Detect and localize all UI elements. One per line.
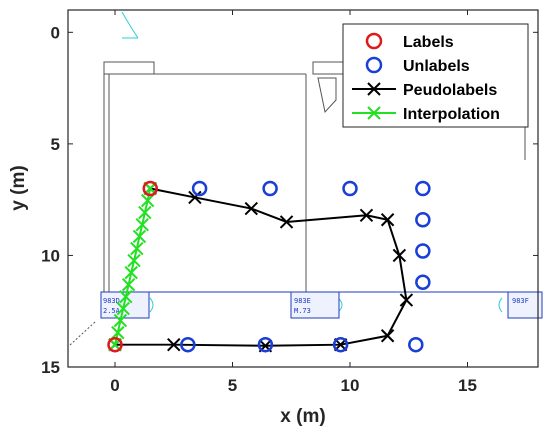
door-arc [149,297,154,313]
data-point-marker [332,336,349,353]
legend: Labels Unlabels Peudolabels Interpolation [342,23,529,128]
x-axis-label: x (m) [280,406,325,427]
data-point-marker [380,329,395,343]
data-point-marker [167,337,181,352]
data-point-marker [180,336,196,353]
plot-area-frame [67,9,539,368]
floorplan-wall [69,321,96,346]
axis-ticks [68,10,538,368]
data-point-marker [124,265,138,280]
data-point-marker [135,217,149,232]
legend-marker [367,82,381,96]
data-point-marker [415,180,431,197]
y-axis-label: y (m) [8,165,29,210]
legend-marker [365,56,383,74]
legend-marker [367,106,381,120]
floorplan-wall [103,61,155,75]
data-point-marker [121,277,136,292]
data-point-marker [119,290,133,304]
y-tick-label: 15 [41,358,60,377]
data-point-marker [262,180,278,197]
data-point-marker [188,190,202,205]
legend-label: Peudolabels [403,82,497,99]
legend-label: Interpolation [403,106,500,123]
data-point-marker [113,313,128,328]
door-arc [121,11,139,39]
data-point-marker [191,180,208,197]
y-tick-label: 10 [41,246,60,265]
data-point-marker [138,205,152,220]
data-point-marker [415,211,431,228]
room-label-line2: M.73 [294,307,311,315]
data-point-marker [279,215,294,229]
x-tick-label: 0 [110,376,119,395]
data-point-marker [399,293,414,307]
series-peudolabels [108,181,414,353]
x-tick-label: 10 [341,376,360,395]
data-point-marker [116,301,130,316]
room-label-line1: 983F [512,297,529,305]
series-unlabels [180,180,431,353]
legend-entry: Peudolabels [352,82,497,99]
legend-box [342,23,529,128]
data-point-marker [415,243,431,259]
floorplan-wall [312,61,344,75]
y-tick-label: 5 [51,135,60,154]
y-tick-label: 0 [51,23,60,42]
data-point-marker [342,180,358,197]
data-point-marker [111,325,125,340]
data-point-marker [359,208,374,222]
axis-tick-labels: 0 5 10 15 0 5 10 15 [41,23,477,395]
room-box [507,291,543,319]
legend-entry: Labels [365,32,454,51]
data-point-marker [132,229,147,244]
legend-entry: Unlabels [365,56,470,75]
data-point-marker [127,253,141,268]
data-point-marker [380,213,395,227]
floorplan-stair [317,77,337,114]
door-arc [498,297,503,313]
room-label-line1: 983E [294,297,311,305]
series-labels [107,180,158,353]
data-point-marker [244,201,259,216]
room-label-line2: 2.5A [103,307,121,315]
data-point-marker [415,274,431,290]
floorplan-background: 983D 2.5A 983E M.73 983F [69,11,543,346]
data-point-marker [130,241,144,256]
series-line [114,188,152,345]
data-point-marker [142,180,158,197]
legend-label: Labels [403,34,454,51]
data-point-marker [257,336,274,353]
x-tick-label: 15 [458,376,477,395]
legend-label: Unlabels [403,58,470,75]
data-series [107,180,431,353]
room-label-line1: 983D [103,297,120,305]
data-point-marker [408,336,424,353]
data-point-marker [107,336,123,353]
room-box [290,291,340,319]
legend-entry: Interpolation [352,106,500,123]
legend-marker [365,32,383,50]
x-tick-label: 5 [228,376,237,395]
series-interpolation [108,181,157,352]
data-point-marker [392,248,407,263]
data-point-marker [140,193,155,208]
